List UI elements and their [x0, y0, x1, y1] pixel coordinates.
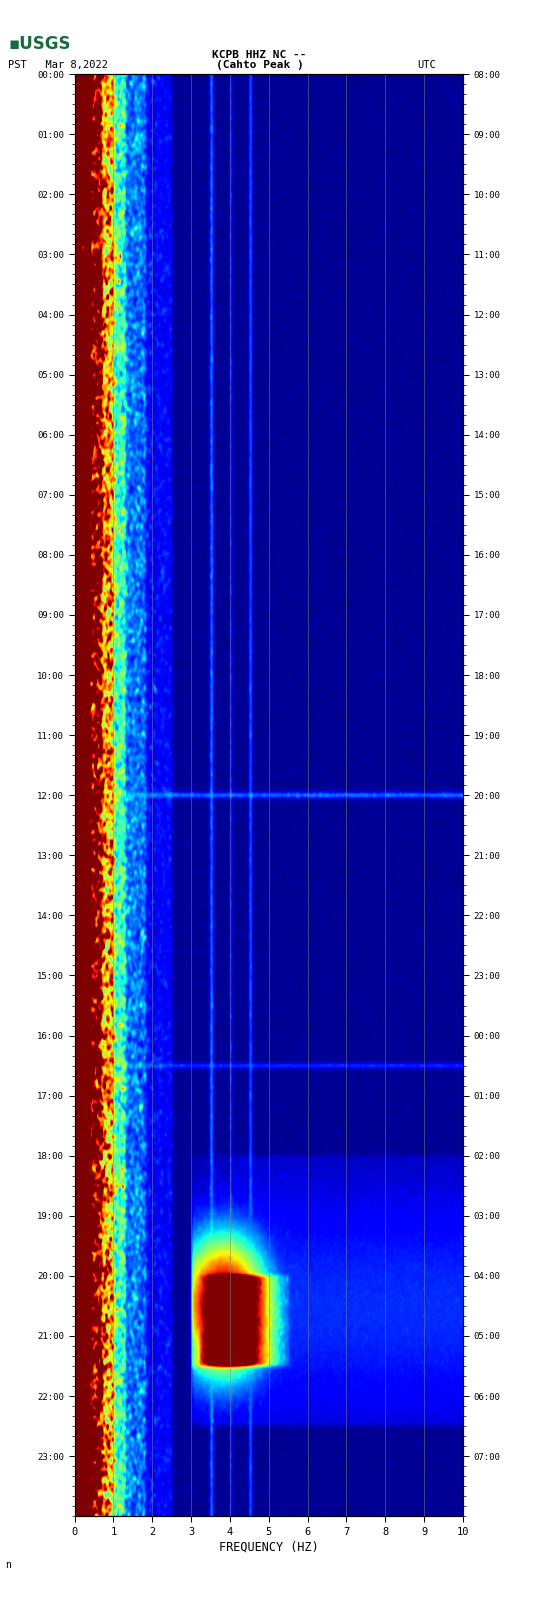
- Text: n: n: [6, 1560, 12, 1569]
- Text: UTC: UTC: [417, 60, 436, 71]
- Text: KCPB HHZ NC --: KCPB HHZ NC --: [212, 50, 307, 60]
- Text: (Cahto Peak ): (Cahto Peak ): [216, 60, 303, 71]
- X-axis label: FREQUENCY (HZ): FREQUENCY (HZ): [219, 1540, 319, 1553]
- Text: ▪USGS: ▪USGS: [8, 35, 71, 53]
- Text: PST   Mar 8,2022: PST Mar 8,2022: [8, 60, 108, 71]
